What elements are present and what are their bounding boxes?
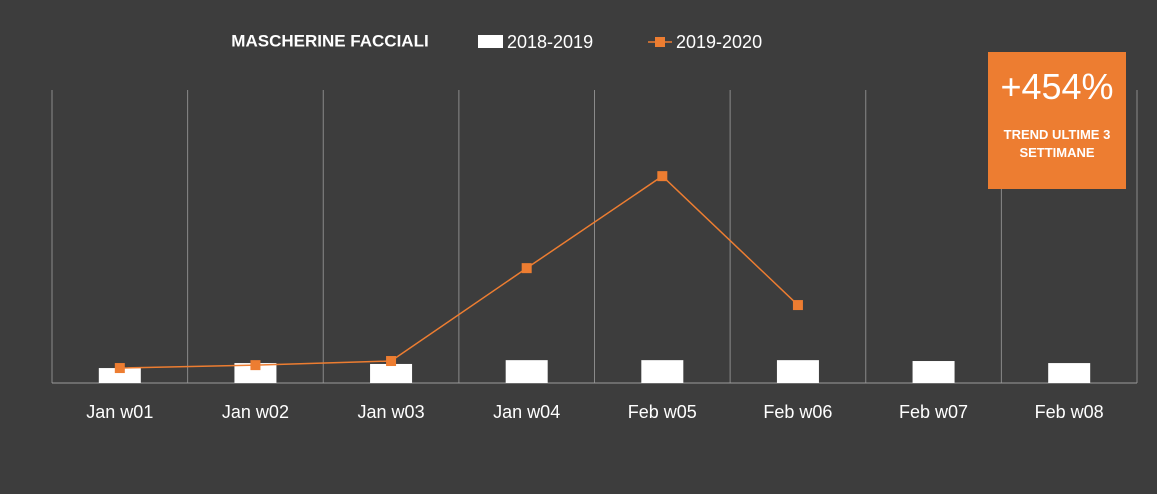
point — [657, 171, 668, 182]
x-tick-label: Feb w08 — [1035, 402, 1104, 422]
legend-label: 2018-2019 — [507, 32, 593, 52]
point — [521, 263, 532, 274]
chart-title: MASCHERINE FACCIALI — [231, 31, 428, 50]
bar — [1048, 363, 1091, 383]
x-tick-label: Jan w03 — [358, 402, 425, 422]
bar — [912, 361, 955, 383]
x-tick-label: Jan w04 — [493, 402, 560, 422]
bar — [505, 360, 548, 383]
bar — [370, 363, 413, 383]
callout-label: TREND ULTIME 3 SETTIMANE — [1003, 127, 1111, 160]
callout: +454% TREND ULTIME 3 SETTIMANE — [988, 52, 1126, 189]
line — [119, 175, 799, 369]
bar — [98, 368, 141, 383]
x-tick-label: Jan w02 — [222, 402, 289, 422]
legend-label: 2019-2020 — [676, 32, 762, 52]
point — [386, 356, 397, 367]
x-tick-label: Jan w01 — [86, 402, 153, 422]
x-tick-label: Feb w05 — [628, 402, 697, 422]
point — [114, 363, 125, 374]
legend-marker — [655, 37, 665, 47]
point — [792, 300, 803, 311]
bar — [776, 360, 819, 383]
bar — [234, 363, 277, 383]
bar — [641, 360, 684, 383]
point — [250, 360, 261, 371]
x-tick-label: Feb w07 — [899, 402, 968, 422]
x-tick-label: Feb w06 — [763, 402, 832, 422]
legend-swatch — [478, 35, 503, 48]
callout-value: +454% — [1000, 66, 1114, 107]
